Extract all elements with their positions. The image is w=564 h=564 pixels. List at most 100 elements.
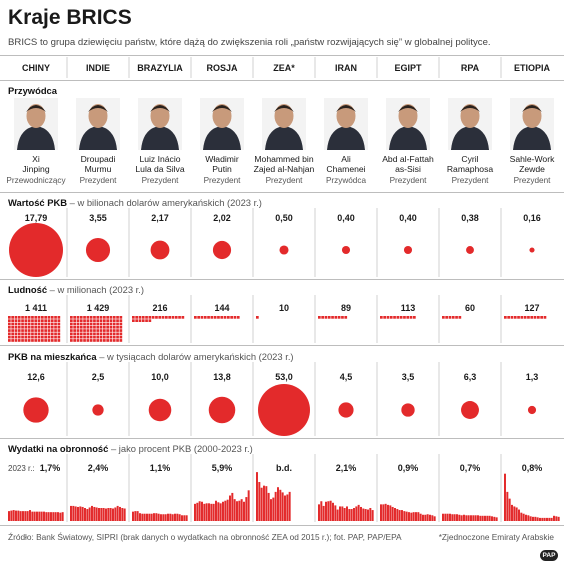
population-unit (8, 319, 11, 322)
portrait-face (398, 104, 418, 128)
population-unit (227, 316, 230, 319)
defense-bar (146, 513, 148, 521)
population-unit (50, 339, 54, 342)
defense-bar (513, 506, 516, 521)
population-unit (41, 316, 44, 319)
population-unit (44, 332, 47, 336)
population-unit (99, 319, 103, 322)
defense-bar (72, 505, 75, 521)
population-unit (442, 316, 445, 319)
defense-bar (201, 501, 203, 521)
defense-bar (256, 472, 258, 521)
leader-name: Chamenei (326, 164, 365, 174)
population-unit (83, 322, 86, 326)
defense-bar (70, 505, 72, 521)
population-unit (178, 316, 181, 319)
population-unit (70, 319, 73, 322)
population-unit (37, 329, 41, 332)
population-unit (233, 316, 237, 319)
population-unit (93, 335, 96, 339)
population-unit (341, 316, 344, 319)
defense-bar (339, 506, 341, 521)
portrait-hair (150, 105, 170, 112)
portrait-shoulders (327, 126, 365, 150)
defense-bar (470, 515, 472, 521)
leader-name: Władimir (205, 154, 239, 164)
population-data-label: 113 (401, 303, 416, 313)
population-unit (138, 316, 142, 319)
defense-2023-label: 1,7% (40, 463, 61, 473)
defense-bar (484, 515, 486, 521)
divider (0, 345, 564, 346)
population-unit (93, 319, 96, 322)
leader-portrait (138, 98, 182, 150)
defense-bar (546, 517, 548, 521)
population-unit (383, 316, 386, 319)
defense-bar (343, 508, 346, 521)
population-unit (116, 335, 119, 339)
population-unit (24, 325, 28, 329)
population-unit (50, 335, 54, 339)
defense-bar (353, 508, 355, 521)
defense-bar (449, 513, 451, 521)
defense-bar (529, 516, 532, 521)
portrait-hair (212, 105, 232, 112)
defense-2023-label: 2,4% (88, 463, 109, 473)
population-unit (76, 335, 80, 339)
defense-bar (61, 512, 64, 521)
defense-year-label: 2023 r.: (8, 464, 35, 473)
population-unit (57, 339, 61, 342)
population-unit (31, 329, 34, 332)
leader-portrait (324, 98, 368, 150)
population-unit (73, 332, 76, 336)
population-unit (106, 329, 109, 332)
population-unit (112, 319, 116, 322)
population-unit (93, 329, 96, 332)
defense-bar (277, 487, 279, 521)
section-gdp-title: Wartość PKB – w bilionach dolarów ameryk… (8, 197, 262, 208)
population-unit (79, 332, 83, 336)
population-unit (116, 339, 119, 342)
population-unit (89, 319, 93, 322)
population-unit (517, 316, 520, 319)
population-unit (181, 316, 185, 319)
defense-bar (486, 515, 489, 521)
population-unit (86, 329, 90, 332)
defense-bar (288, 491, 291, 521)
defense-bar (212, 503, 215, 521)
defense-bar (47, 512, 50, 521)
defense-bar (472, 515, 475, 521)
defense-bar (458, 514, 461, 521)
defense-bar (506, 491, 509, 521)
population-unit (31, 332, 34, 336)
population-unit (327, 316, 331, 319)
population-unit (8, 316, 11, 319)
population-unit (138, 319, 142, 322)
population-unit (86, 322, 90, 326)
defense-bar (107, 508, 110, 521)
population-unit (403, 316, 406, 319)
gdp-data-label: 3,55 (89, 213, 107, 223)
population-unit (99, 325, 103, 329)
page-title: Kraje BRICS (8, 6, 132, 29)
divider (0, 192, 564, 193)
population-unit (14, 325, 18, 329)
defense-bar (424, 514, 427, 521)
defense-bar (367, 509, 369, 521)
gdp-per-capita-bubble (208, 396, 236, 424)
population-unit (44, 329, 47, 332)
population-unit (27, 339, 31, 342)
defense-bar (222, 501, 224, 521)
population-unit (109, 322, 113, 326)
defense-bar (550, 517, 553, 521)
defense-bar (341, 506, 344, 521)
leader-name: as-Sisi (395, 164, 421, 174)
defense-bar (40, 511, 43, 521)
leader-role: Prezydent (204, 176, 242, 185)
population-unit (132, 316, 135, 319)
population-unit (37, 319, 41, 322)
population-unit (47, 329, 51, 332)
portrait-shoulders (79, 126, 117, 150)
population-unit (73, 325, 76, 329)
defense-bar (348, 509, 351, 521)
